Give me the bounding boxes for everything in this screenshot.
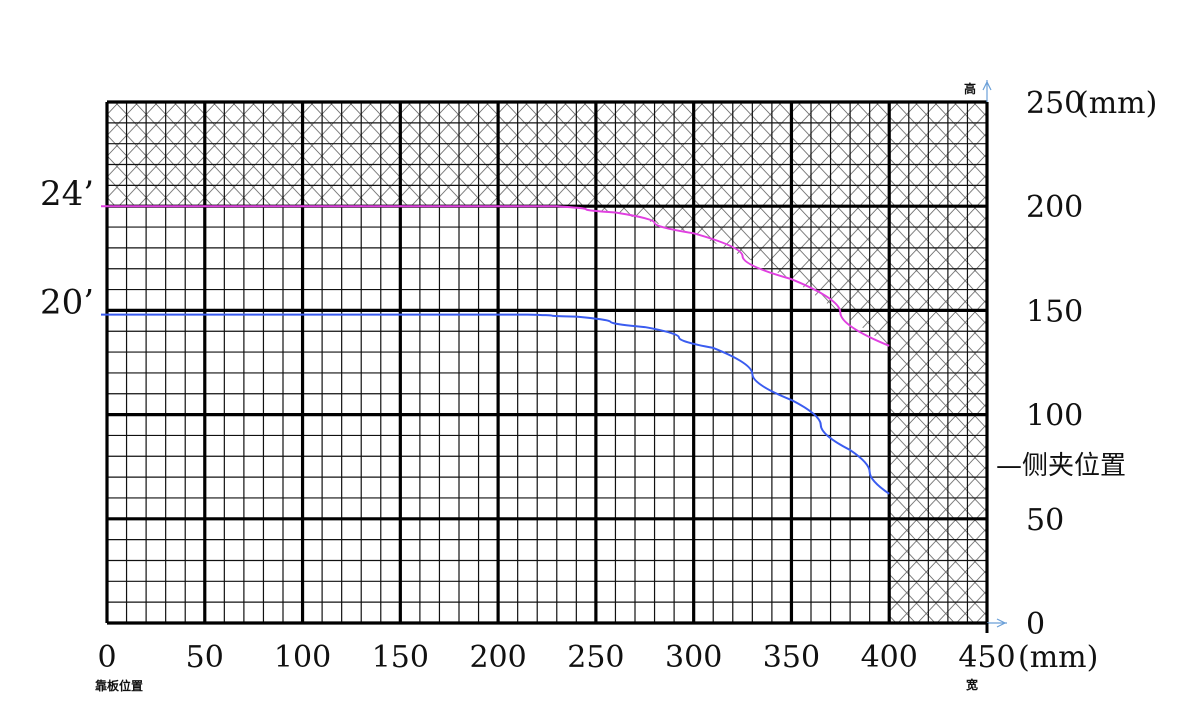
y-axis-end-label: 高 — [964, 81, 976, 96]
y-tick-labels: 0 50 100 150 200 250 — [1026, 86, 1083, 642]
hatched-zone — [107, 102, 987, 623]
x-tick-label: 450 — [958, 640, 1015, 675]
y-tick-label: 100 — [1026, 399, 1083, 434]
y-tick-label: 150 — [1026, 294, 1083, 329]
clamp-position-label: —侧夹位置 — [996, 451, 1126, 481]
y-tick-label: 0 — [1026, 607, 1045, 642]
x-axis-end-label: 宽 — [965, 677, 978, 692]
x-tick-labels: 0 50 100 150 200 250 300 350 400 450 — [97, 640, 1015, 675]
x-tick-label: 0 — [97, 640, 116, 675]
x-tick-label: 50 — [186, 640, 224, 675]
y-axis-arrow — [982, 80, 992, 91]
x-unit-label: (mm) — [1018, 640, 1098, 675]
x-tick-label: 150 — [372, 640, 429, 675]
series-labels: 24’ 20’ — [40, 174, 94, 322]
x-tick-label: 400 — [861, 640, 918, 675]
x-tick-label: 100 — [274, 640, 331, 675]
series-label-1: 20’ — [40, 283, 94, 323]
x-tick-label: 200 — [469, 640, 526, 675]
y-tick-label: 250 — [1026, 86, 1083, 121]
axes — [982, 80, 1007, 633]
y-tick-label: 200 — [1026, 190, 1083, 225]
x-tick-label: 300 — [665, 640, 722, 675]
x-origin-label: 靠板位置 — [95, 678, 143, 693]
y-tick-label: 50 — [1026, 503, 1064, 538]
x-tick-label: 350 — [763, 640, 820, 675]
series-label-0: 24’ — [40, 174, 94, 214]
major-grid — [105, 100, 989, 625]
x-axis-arrow — [996, 618, 1007, 628]
y-unit-label: (mm) — [1077, 86, 1157, 121]
series-line-1 — [101, 313, 890, 495]
series-lines — [101, 205, 890, 495]
series-line-0 — [101, 205, 890, 347]
x-tick-label: 250 — [567, 640, 624, 675]
restricted-zone — [107, 102, 987, 623]
